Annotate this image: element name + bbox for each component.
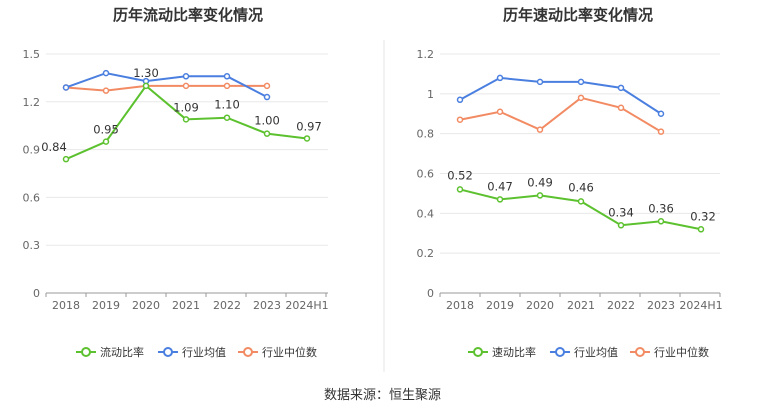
x-tick-label: 2023 (647, 299, 675, 312)
data-point (577, 94, 585, 102)
data-point (697, 226, 705, 233)
series-line (65, 84, 267, 92)
data-point (223, 82, 231, 90)
y-tick-label: 0.3 (23, 239, 41, 252)
x-tick-label: 2019 (92, 299, 120, 312)
x-tick-label: 2023 (253, 299, 281, 312)
data-label: 0.36 (648, 201, 674, 215)
data-point (182, 82, 190, 90)
data-point (223, 73, 231, 80)
data-label: 0.95 (93, 123, 119, 137)
y-tick-label: 0.6 (23, 191, 41, 204)
data-point (263, 93, 271, 101)
x-tick-label: 2022 (607, 299, 635, 312)
legend-swatch-marker (635, 347, 645, 357)
legend-label: 行业均值 (574, 346, 618, 359)
x-tick-label: 2021 (567, 299, 595, 312)
data-point (577, 198, 585, 205)
legend-label: 行业均值 (182, 346, 226, 359)
data-point (496, 74, 504, 82)
legend-label: 行业中位数 (262, 345, 317, 359)
data-point (303, 135, 311, 142)
legend-label: 行业中位数 (654, 345, 709, 359)
data-label: 1.09 (173, 100, 199, 114)
legend-swatch-marker (163, 347, 173, 357)
data-point (617, 222, 625, 229)
data-point (456, 116, 464, 123)
data-point (102, 87, 110, 94)
y-tick-label: 0 (33, 287, 40, 300)
x-tick-label: 2019 (486, 299, 514, 312)
chart-title: 历年速动比率变化情况 (503, 6, 653, 24)
data-point (456, 186, 464, 193)
legend-swatch-marker (555, 347, 565, 357)
data-point (536, 126, 544, 133)
data-point (142, 82, 150, 90)
legend-label: 速动比率 (492, 345, 536, 359)
data-point (263, 130, 271, 137)
data-label: 0.32 (690, 209, 716, 223)
data-point (102, 138, 110, 145)
y-tick-label: 0.2 (417, 247, 435, 260)
x-tick-label: 2018 (52, 299, 80, 312)
data-point (62, 84, 70, 91)
legend-swatch-marker (81, 347, 91, 357)
x-tick-label: 2020 (132, 299, 160, 312)
data-label: 0.97 (296, 119, 322, 133)
legend-label: 流动比率 (100, 345, 144, 359)
y-tick-label: 1.2 (23, 96, 41, 109)
x-tick-label: 2024H1 (679, 299, 722, 312)
data-point (182, 116, 190, 123)
data-point (617, 104, 625, 112)
data-label: 0.47 (487, 179, 513, 193)
data-label: 0.49 (527, 175, 553, 189)
data-label: 0.46 (568, 180, 594, 194)
series-line (459, 76, 662, 115)
y-tick-label: 0.4 (417, 207, 435, 220)
legend-swatch-marker (243, 347, 253, 357)
data-label: 0.34 (608, 205, 634, 219)
data-label: 0.52 (447, 168, 473, 182)
y-tick-label: 1 (427, 88, 434, 101)
chart-title: 历年流动比率变化情况 (113, 6, 263, 24)
data-label: 1.30 (133, 66, 159, 80)
data-source-note: 数据来源：恒生聚源 (323, 388, 441, 403)
x-tick-label: 2020 (526, 299, 554, 312)
y-tick-label: 1.2 (417, 48, 435, 61)
x-tick-label: 2022 (213, 299, 241, 312)
y-tick-label: 1.5 (23, 48, 41, 61)
data-point (657, 110, 665, 117)
data-point (577, 78, 585, 86)
data-point (456, 96, 464, 104)
data-point (496, 196, 504, 203)
data-point (223, 114, 231, 121)
y-tick-label: 0 (427, 287, 434, 300)
data-point (657, 128, 665, 135)
data-label: 1.10 (214, 98, 240, 112)
data-point (102, 69, 110, 77)
series-line (65, 72, 268, 98)
data-point (536, 78, 544, 86)
data-point (536, 192, 544, 199)
data-point (182, 73, 190, 80)
x-tick-label: 2018 (446, 299, 474, 312)
y-tick-label: 0.6 (417, 168, 435, 181)
data-point (617, 84, 625, 92)
x-tick-label: 2021 (172, 299, 200, 312)
data-point (496, 108, 504, 116)
y-tick-label: 0.8 (417, 128, 435, 141)
data-label: 0.84 (41, 140, 67, 154)
data-point (62, 155, 70, 163)
series-line (459, 96, 662, 133)
data-point (657, 218, 665, 225)
y-tick-label: 0.9 (23, 144, 41, 157)
data-label: 1.00 (254, 114, 280, 128)
data-point (263, 82, 271, 90)
x-tick-label: 2024H1 (285, 299, 328, 312)
legend-swatch-marker (473, 347, 483, 357)
